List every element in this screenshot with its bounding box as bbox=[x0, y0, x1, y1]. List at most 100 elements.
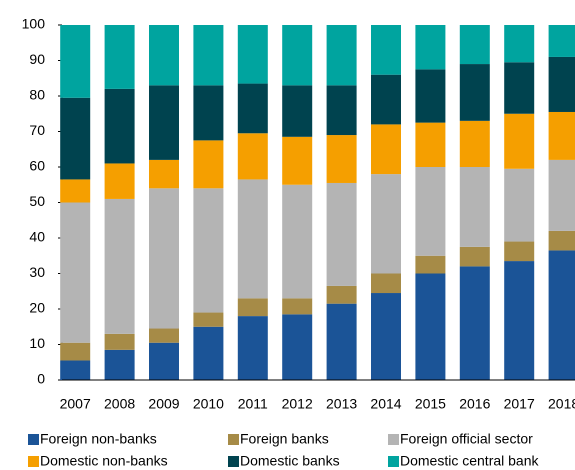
bar-segment bbox=[193, 140, 224, 189]
x-tick-label: 2007 bbox=[60, 396, 91, 412]
bar-segment bbox=[415, 69, 446, 123]
bar-segment bbox=[504, 62, 535, 114]
y-tick-label: 60 bbox=[29, 158, 45, 174]
bar-segment bbox=[60, 25, 91, 98]
bar-segment bbox=[237, 133, 268, 180]
bar-segment bbox=[149, 188, 179, 329]
legend-swatch bbox=[28, 434, 39, 445]
bar-segment bbox=[193, 188, 224, 313]
bar-segment bbox=[149, 85, 179, 160]
legend-label: Foreign banks bbox=[240, 431, 329, 447]
bar-segment bbox=[149, 25, 179, 86]
bar-segment bbox=[326, 25, 357, 86]
legend-swatch bbox=[228, 456, 239, 467]
x-tick-label: 2018 bbox=[548, 396, 575, 412]
x-tick-label: 2009 bbox=[148, 396, 179, 412]
bar-segment bbox=[193, 85, 224, 141]
x-tick-label: 2012 bbox=[282, 396, 313, 412]
x-tick-label: 2017 bbox=[504, 396, 535, 412]
y-tick-label: 90 bbox=[29, 51, 45, 67]
bar-segment bbox=[504, 25, 535, 63]
bar-segment bbox=[459, 120, 490, 167]
bar-segment bbox=[326, 182, 357, 286]
bar-segment bbox=[104, 349, 135, 380]
bar-segment bbox=[371, 174, 401, 274]
bar-segment bbox=[149, 328, 179, 343]
bar-segment bbox=[326, 303, 357, 380]
legend-label: Domestic central bank bbox=[400, 453, 540, 469]
legend-label: Foreign non-banks bbox=[40, 431, 157, 447]
y-tick-label: 20 bbox=[29, 300, 45, 316]
legend-swatch bbox=[228, 434, 239, 445]
bar-segment bbox=[104, 333, 135, 350]
bar-segment bbox=[193, 326, 224, 380]
bar-segment bbox=[459, 266, 490, 380]
bar-segment bbox=[371, 124, 401, 175]
bar-segment bbox=[371, 273, 401, 294]
bar-segment bbox=[459, 64, 490, 121]
legend-swatch bbox=[388, 434, 399, 445]
bar-segment bbox=[548, 250, 575, 380]
bar-segment bbox=[371, 74, 401, 125]
y-tick-label: 0 bbox=[37, 371, 45, 387]
bar-segment bbox=[415, 167, 446, 256]
bar-segment bbox=[282, 136, 313, 185]
y-tick-label: 30 bbox=[29, 264, 45, 280]
x-tick-label: 2013 bbox=[326, 396, 357, 412]
x-tick-label: 2015 bbox=[415, 396, 446, 412]
bar-segment bbox=[282, 184, 313, 299]
x-tick-label: 2008 bbox=[104, 396, 135, 412]
bar-segment bbox=[459, 167, 490, 247]
bar-segment bbox=[415, 122, 446, 167]
bar-segment bbox=[371, 293, 401, 380]
bar-segment bbox=[104, 198, 135, 334]
y-tick-label: 10 bbox=[29, 335, 45, 351]
legend-label: Domestic banks bbox=[240, 453, 340, 469]
bar-segment bbox=[459, 25, 490, 65]
bar-segment bbox=[326, 135, 357, 183]
legend-label: Foreign official sector bbox=[400, 431, 533, 447]
x-tick-label: 2016 bbox=[459, 396, 490, 412]
bar-segment bbox=[415, 273, 446, 380]
bar-segment bbox=[60, 342, 91, 361]
bar-segment bbox=[237, 83, 268, 134]
bar-segment bbox=[282, 314, 313, 380]
bar-segment bbox=[282, 25, 313, 86]
bar-segment bbox=[548, 230, 575, 251]
legend-label: Domestic non-banks bbox=[40, 453, 168, 469]
y-tick-label: 40 bbox=[29, 229, 45, 245]
bar-segment bbox=[237, 179, 268, 299]
y-tick-label: 50 bbox=[29, 193, 45, 209]
bar-segment bbox=[504, 113, 535, 169]
bar-segment bbox=[149, 159, 179, 189]
bar-segment bbox=[237, 298, 268, 317]
bar-segment bbox=[60, 97, 91, 180]
bar-segment bbox=[548, 159, 575, 231]
legend-swatch bbox=[388, 456, 399, 467]
bar-segment bbox=[193, 312, 224, 327]
bar-segment bbox=[548, 25, 575, 57]
bar-segment bbox=[149, 342, 179, 380]
bar-segment bbox=[282, 85, 313, 137]
bar-segment bbox=[415, 25, 446, 70]
y-tick-label: 70 bbox=[29, 122, 45, 138]
bar-segment bbox=[504, 261, 535, 380]
bar-segment bbox=[326, 285, 357, 304]
bar-segment bbox=[237, 25, 268, 84]
bar-segment bbox=[504, 241, 535, 262]
bar-segment bbox=[104, 163, 135, 199]
bar-segment bbox=[504, 168, 535, 242]
x-tick-label: 2011 bbox=[238, 396, 268, 412]
x-tick-label: 2014 bbox=[370, 396, 401, 412]
bar-segment bbox=[548, 56, 575, 112]
bar-segment bbox=[60, 360, 91, 380]
bar-segment bbox=[459, 246, 490, 267]
bar-segment bbox=[60, 179, 91, 203]
bar-segment bbox=[548, 111, 575, 160]
y-tick-label: 100 bbox=[22, 16, 46, 32]
bar-segment bbox=[282, 298, 313, 315]
legend-swatch bbox=[28, 456, 39, 467]
bar-segment bbox=[104, 25, 135, 89]
bar-segment bbox=[104, 88, 135, 164]
